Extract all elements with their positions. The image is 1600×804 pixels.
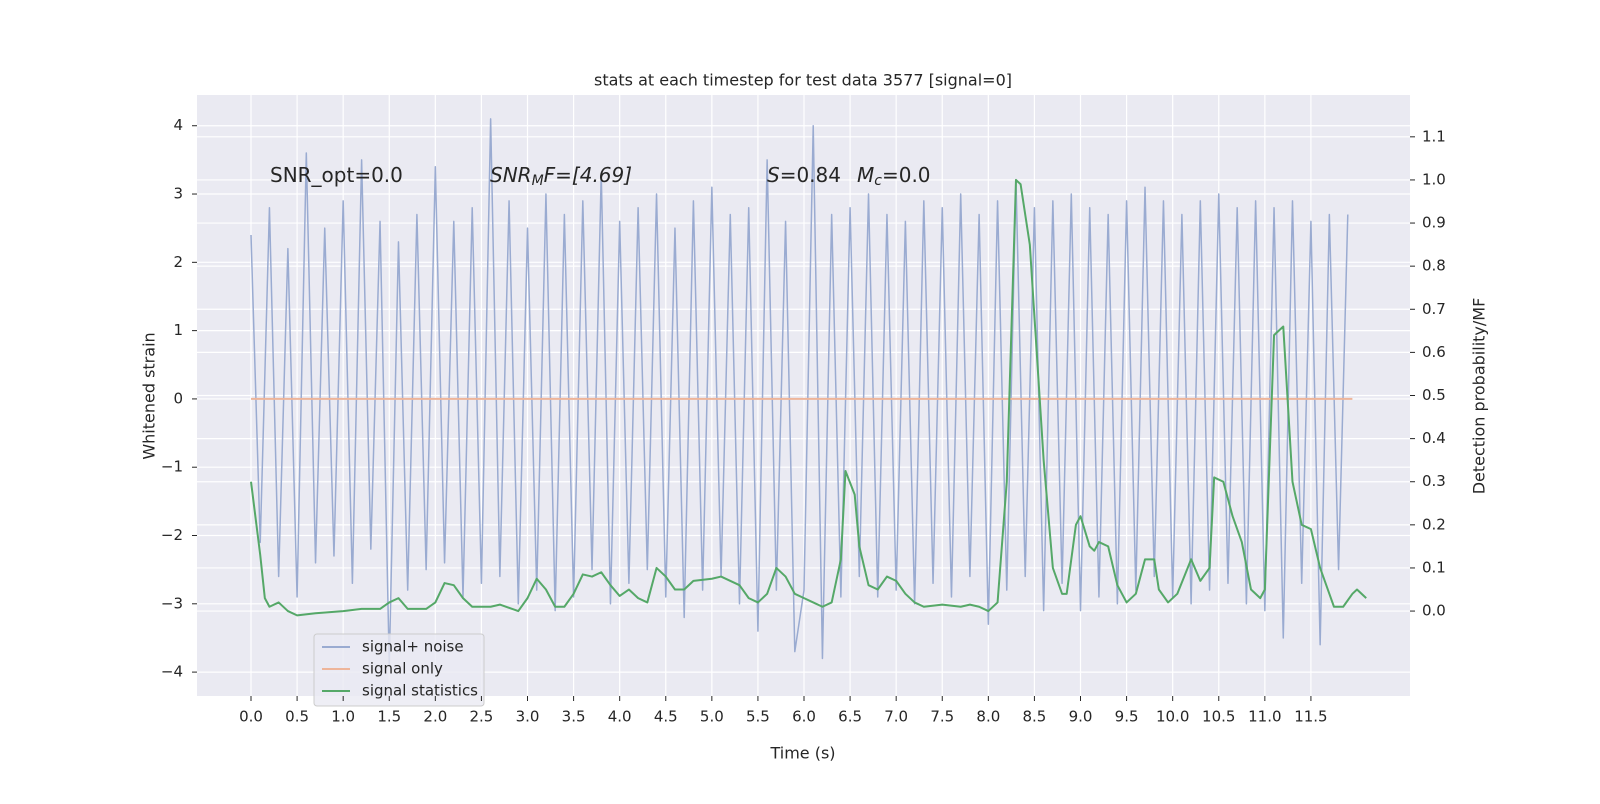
y-tick-label: 0	[173, 389, 183, 407]
legend: signal+ noise signal only signal statistic…	[313, 633, 485, 707]
annotation-text: =0.0	[882, 163, 931, 187]
x-tick-label: 11.0	[1248, 708, 1281, 726]
annotation-text: =0.84	[780, 163, 841, 187]
series-line	[250, 118, 1349, 667]
legend-box	[313, 633, 485, 707]
y2-tick-label: 1.0	[1422, 170, 1446, 188]
x-tick-label: 10.5	[1202, 708, 1235, 726]
x-tick-label: 6.0	[792, 708, 816, 726]
x-tick-label: 3.0	[516, 708, 540, 726]
annotation: SNRMF=[4.69]	[490, 163, 632, 190]
annotation-subscript: M	[532, 173, 544, 189]
x-axis-label: Time (s)	[769, 744, 835, 763]
x-tick-label: 3.5	[562, 708, 586, 726]
x-tick-label: 0.5	[285, 708, 309, 726]
y-tick-label: −1	[161, 458, 183, 476]
annotation: SNR_opt=0.0	[270, 163, 403, 187]
x-tick-label: 0.0	[239, 708, 263, 726]
legend-label: signal only	[362, 660, 443, 678]
y2-tick-label: 0.6	[1422, 343, 1446, 361]
x-tick-label: 2.5	[469, 708, 493, 726]
annotation-text: F=[4.69]	[544, 163, 632, 187]
legend-label: signal+ noise	[362, 638, 464, 656]
x-tick-label: 4.0	[608, 708, 632, 726]
y2-tick-label: 0.8	[1422, 257, 1446, 275]
y-tick-label: 2	[173, 253, 183, 271]
marks	[250, 118, 1367, 667]
annotation-text: SNR_opt=0.0	[270, 163, 403, 187]
x-tick-label: 10.0	[1156, 708, 1189, 726]
x-tick-label: 11.5	[1294, 708, 1327, 726]
y-tick-label: −2	[161, 526, 183, 544]
y-tick-label: −4	[161, 663, 183, 681]
x-tick-label: 5.0	[700, 708, 724, 726]
x-tick-label: 9.0	[1069, 708, 1093, 726]
x-tick-label: 7.5	[930, 708, 954, 726]
y-tick-label: 3	[173, 185, 183, 203]
annotation: S=0.84 Mc=0.0	[767, 163, 931, 190]
x-tick-label: 8.0	[976, 708, 1000, 726]
y2-tick-label: 0.3	[1422, 472, 1446, 490]
x-tick-label: 1.5	[377, 708, 401, 726]
chart-title: stats at each timestep for test data 357…	[594, 71, 1012, 90]
y2-tick-label: 0.9	[1422, 214, 1446, 232]
x-tick-label: 5.5	[746, 708, 770, 726]
y2-tick-label: 0.1	[1422, 558, 1446, 576]
y2-tick-label: 0.5	[1422, 386, 1446, 404]
y2-tick-label: 0.0	[1422, 602, 1446, 620]
x-tick-label: 7.0	[884, 708, 908, 726]
y2-tick-label: 1.1	[1422, 127, 1446, 145]
y2-tick-label: 0.2	[1422, 515, 1446, 533]
y2-tick-label: 0.4	[1422, 429, 1446, 447]
x-tick-label: 2.0	[423, 708, 447, 726]
annotation-text: S	[767, 163, 780, 187]
x-tick-label: 8.5	[1022, 708, 1046, 726]
x-tick-label: 1.0	[331, 708, 355, 726]
legend-label: signal statistics	[362, 682, 478, 700]
annotation-subscript: c	[874, 173, 882, 189]
x-tick-label: 6.5	[838, 708, 862, 726]
x-tick-label: 9.5	[1115, 708, 1139, 726]
x-tick-label: 4.5	[654, 708, 678, 726]
annotation-text: M	[857, 163, 874, 187]
y-tick-label: 1	[173, 321, 183, 339]
annotation-text: SNR	[490, 163, 532, 187]
y-tick-label: −3	[161, 594, 183, 612]
y-tick-label: 4	[173, 116, 183, 134]
y2-tick-label: 0.7	[1422, 300, 1446, 318]
y2-axis-label: Detection probability/MF	[1470, 298, 1489, 495]
y-axis-label: Whitened strain	[140, 332, 159, 459]
series-line	[250, 178, 1367, 617]
